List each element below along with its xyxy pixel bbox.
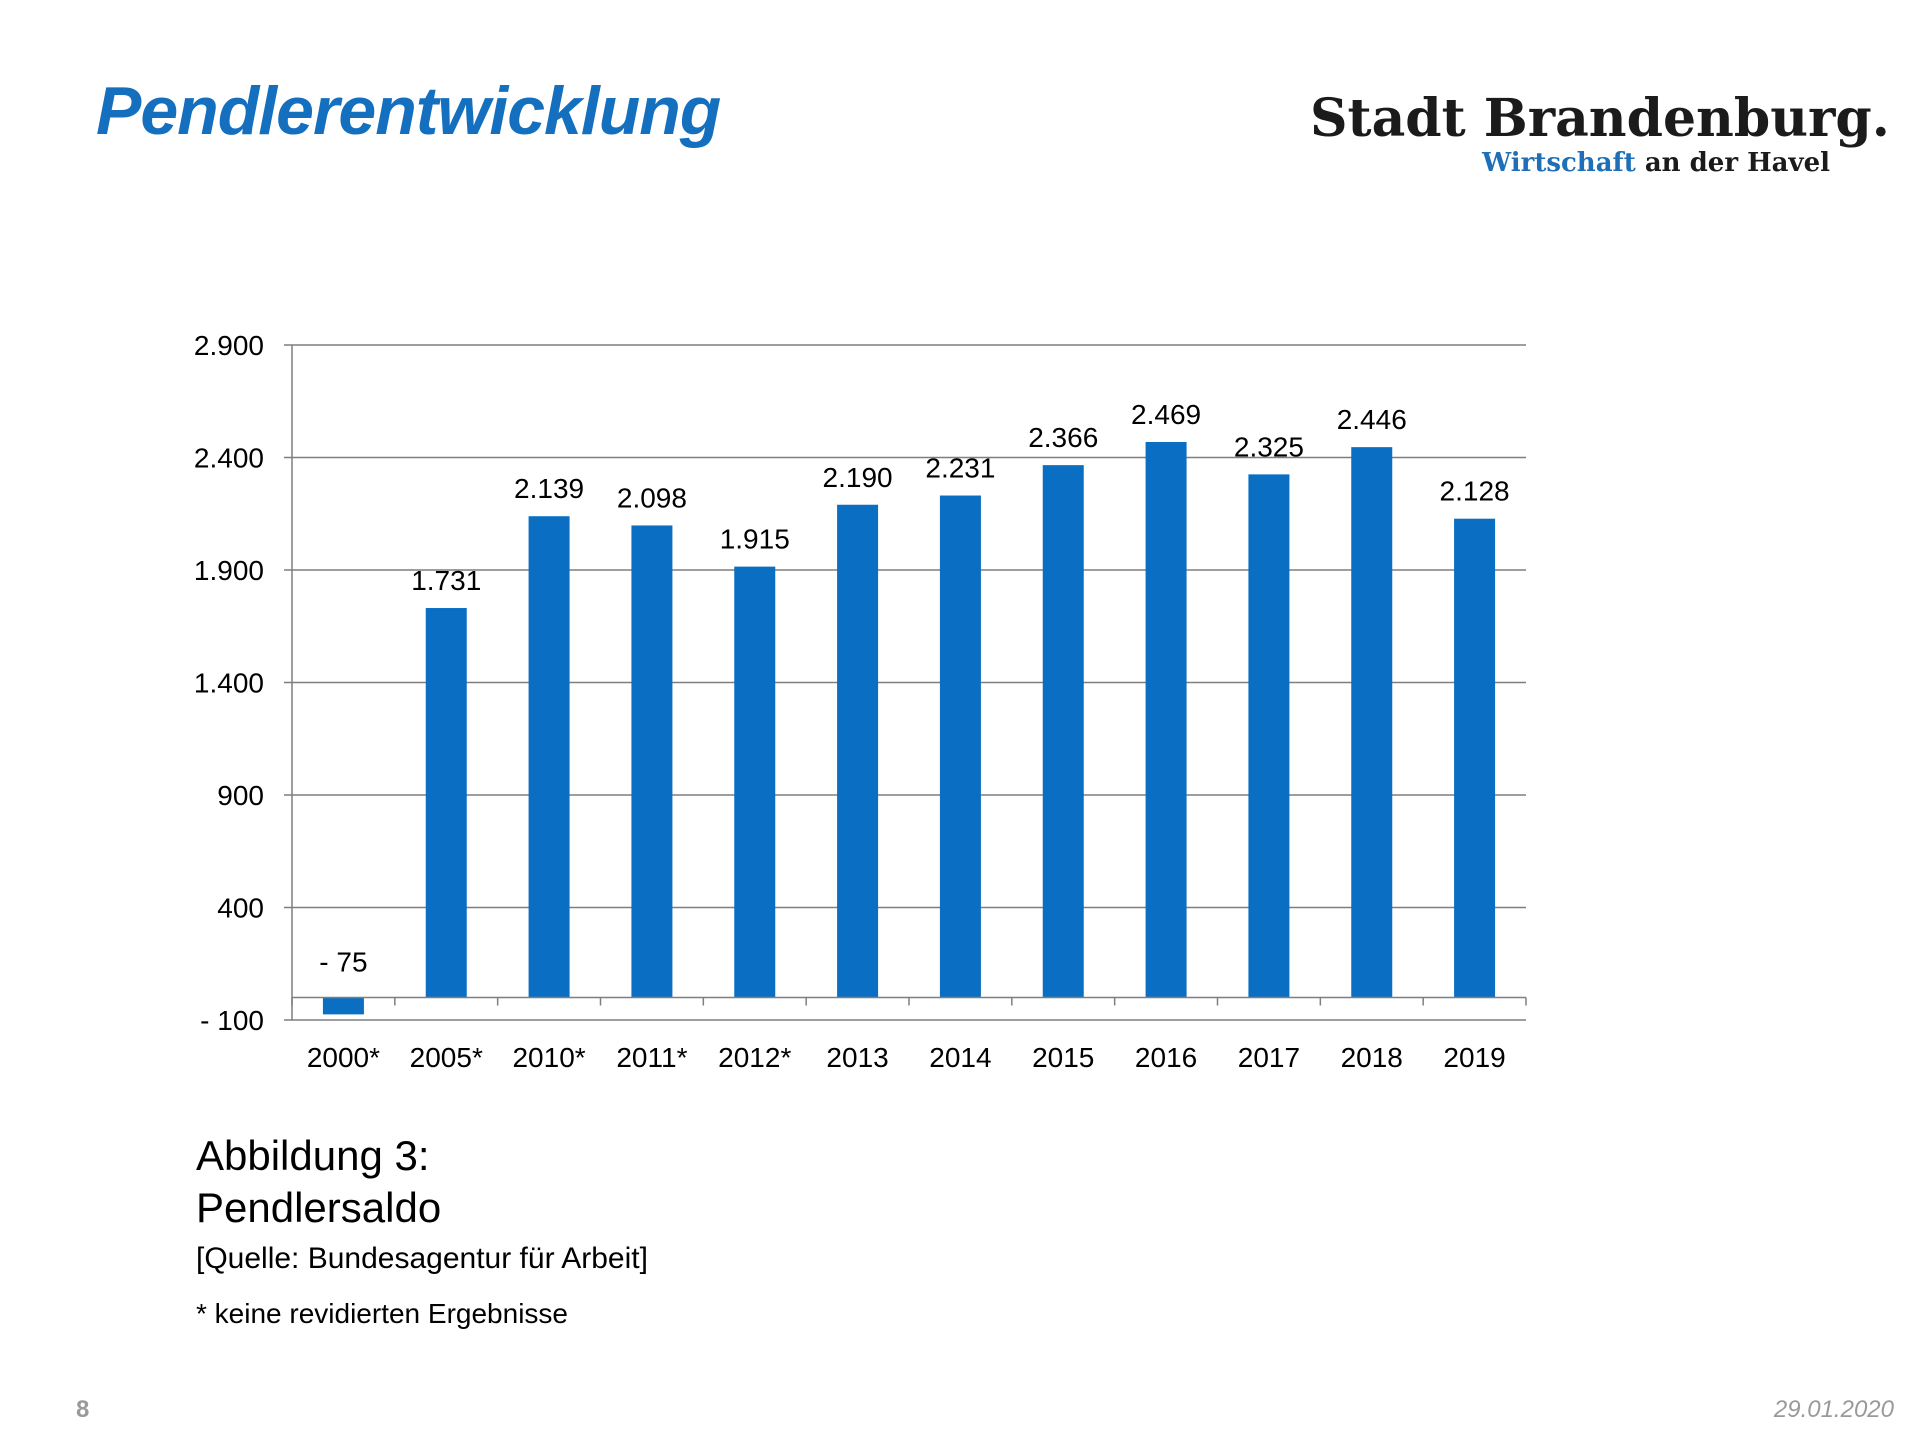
page-title: Pendlerentwicklung — [96, 73, 721, 149]
logo-main-text: Stadt Brandenburg. — [1310, 88, 1890, 149]
y-tick-label: - 100 — [200, 1005, 264, 1036]
caption-source: [Quelle: Bundesagentur für Arbeit] — [196, 1242, 648, 1275]
caption-figure-number: Abbildung 3: — [196, 1132, 430, 1179]
data-label: 2.446 — [1337, 404, 1407, 435]
logo-sub-accent: Wirtschaft — [1482, 148, 1636, 178]
axis-layer — [291, 345, 1527, 1020]
bar — [322, 997, 364, 1015]
bar — [939, 495, 981, 998]
bar — [1454, 518, 1496, 998]
bar — [837, 504, 879, 998]
y-tick-label: 1.400 — [194, 668, 264, 699]
label-layer: - 100 400 900 1.400 1.900 2.400 2.900 - 75 2000*… — [194, 330, 1510, 1073]
data-label: 2.325 — [1234, 431, 1304, 462]
x-tick-label: 2013 — [826, 1042, 888, 1073]
logo-sub-rest: an der Havel — [1644, 148, 1831, 178]
bar — [1042, 465, 1084, 998]
x-tick-label: 2000* — [307, 1042, 380, 1073]
bar — [1351, 447, 1393, 998]
data-label: - 75 — [319, 947, 367, 978]
x-tick-label: 2005* — [410, 1042, 483, 1073]
bar — [1248, 474, 1290, 998]
x-tick-label: 2015 — [1032, 1042, 1094, 1073]
x-tick-label: 2018 — [1341, 1042, 1403, 1073]
footer-date: 29.01.2020 — [1773, 1396, 1894, 1423]
x-tick-label: 2017 — [1238, 1042, 1300, 1073]
figure-caption: Abbildung 3: Pendlersaldo [Quelle: Bunde… — [196, 1130, 648, 1330]
data-label: 1.731 — [411, 565, 481, 596]
page-number: 8 — [76, 1396, 90, 1423]
data-label: 2.139 — [514, 473, 584, 504]
caption-figure-title: Pendlersaldo — [196, 1184, 442, 1231]
bar — [1145, 441, 1187, 998]
data-label: 2.098 — [617, 482, 687, 513]
data-label: 2.231 — [925, 453, 995, 484]
x-tick-label: 2011* — [616, 1042, 687, 1073]
y-tick-label: 400 — [217, 893, 264, 924]
data-label: 2.366 — [1028, 422, 1098, 453]
data-label: 2.128 — [1440, 476, 1510, 507]
y-tick-label: 1.900 — [194, 555, 264, 586]
data-label: 2.190 — [823, 462, 893, 493]
x-tick-label: 2010* — [512, 1042, 585, 1073]
bar — [631, 525, 673, 998]
bar — [425, 608, 467, 998]
y-tick-label: 2.400 — [194, 443, 264, 474]
bar — [528, 516, 570, 998]
data-label: 1.915 — [720, 524, 790, 555]
bar — [734, 566, 776, 998]
bar-chart: - 100 400 900 1.400 1.900 2.400 2.900 - 75 2000*… — [194, 330, 1527, 1073]
data-label: 2.469 — [1131, 399, 1201, 430]
y-tick-label: 900 — [217, 780, 264, 811]
y-tick-label: 2.900 — [194, 330, 264, 361]
x-tick-label: 2014 — [929, 1042, 991, 1073]
x-tick-label: 2016 — [1135, 1042, 1197, 1073]
grid-layer — [284, 344, 1526, 1021]
logo: Stadt Brandenburg. Wirtschaft an der Hav… — [1310, 88, 1900, 178]
bar-layer — [322, 441, 1496, 1015]
logo-subtitle: Wirtschaft an der Havel — [1482, 148, 1830, 178]
x-tick-label: 2019 — [1443, 1042, 1505, 1073]
caption-footnote: * keine revidierten Ergebnisse — [196, 1298, 568, 1329]
x-tick-label: 2012* — [718, 1042, 791, 1073]
